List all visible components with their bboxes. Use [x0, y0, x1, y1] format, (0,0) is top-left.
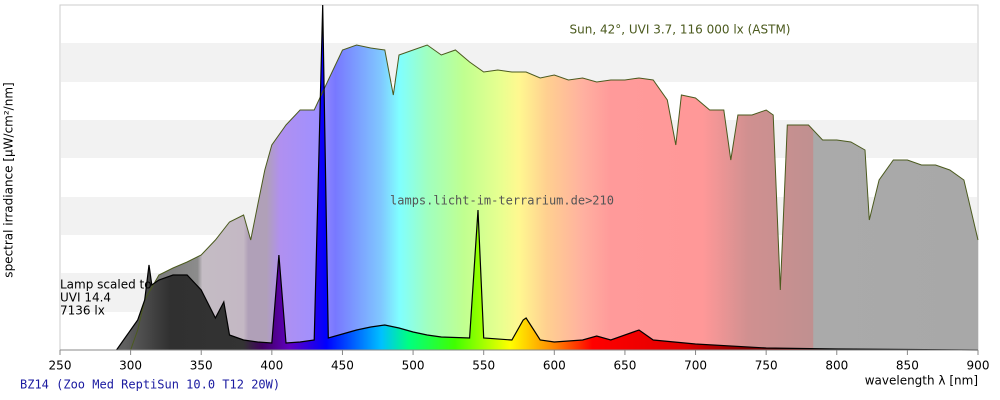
sun-label: Sun, 42°, UVI 3.7, 116 000 lx (ASTM) [570, 23, 791, 37]
x-tick-label: 450 [331, 359, 354, 373]
spectrum-line [116, 4, 979, 351]
y-axis-label: spectral irradiance [µW/cm²/nm] [2, 82, 16, 277]
x-tick-label: 600 [543, 359, 566, 373]
x-tick-label: 650 [613, 359, 636, 373]
x-tick-label: 250 [49, 359, 72, 373]
x-tick-label: 400 [260, 359, 283, 373]
chart-title: BZ14 (Zoo Med ReptiSun 10.0 T12 20W) [20, 378, 280, 392]
x-tick-label: 750 [755, 359, 778, 373]
x-tick-label: 350 [190, 359, 213, 373]
lamp-lux: 7136 lx [60, 304, 105, 318]
lamp-uvi: UVI 14.4 [60, 291, 111, 305]
lamp-label: Lamp scaled to [60, 278, 152, 292]
x-tick-label: 700 [684, 359, 707, 373]
spectrum-area [123, 45, 979, 350]
spectrum-area [116, 5, 978, 350]
x-tick-label: 550 [472, 359, 495, 373]
x-tick-label: 800 [825, 359, 848, 373]
watermark: lamps.licht-im-terrarium.de>210 [390, 194, 614, 208]
plot [116, 4, 979, 351]
spectrum-line [123, 44, 979, 351]
x-tick-label: 300 [119, 359, 142, 373]
x-tick-label: 900 [967, 359, 990, 373]
x-tick-label: 500 [402, 359, 425, 373]
x-tick-label: 850 [896, 359, 919, 373]
x-axis-label: wavelength λ [nm] [865, 374, 978, 388]
